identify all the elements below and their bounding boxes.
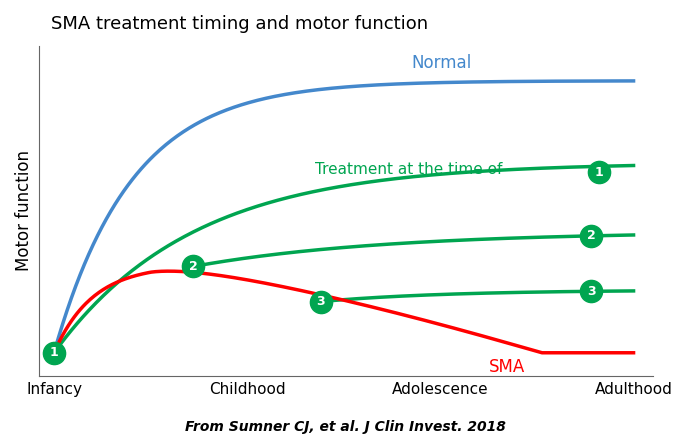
Text: Normal: Normal <box>411 54 472 72</box>
Text: 2: 2 <box>586 230 595 242</box>
Text: Treatment at the time of: Treatment at the time of <box>315 162 507 177</box>
Text: 1: 1 <box>50 346 59 359</box>
Text: 3: 3 <box>586 285 595 298</box>
Text: 3: 3 <box>316 295 325 308</box>
Text: SMA: SMA <box>489 358 525 376</box>
Text: SMA treatment timing and motor function: SMA treatment timing and motor function <box>51 15 428 33</box>
Text: 2: 2 <box>189 260 197 273</box>
Text: From Sumner CJ, et al. J Clin Invest. 2018: From Sumner CJ, et al. J Clin Invest. 20… <box>184 420 506 434</box>
Y-axis label: Motor function: Motor function <box>15 150 33 272</box>
Text: 1: 1 <box>594 166 603 179</box>
